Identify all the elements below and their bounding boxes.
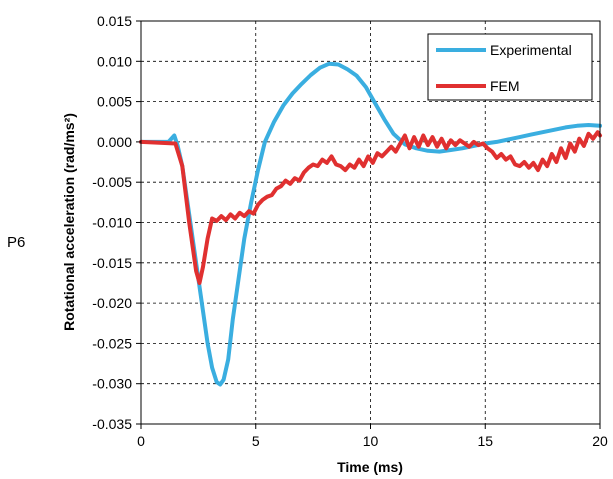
y-tick-label: -0.015 <box>92 255 132 271</box>
y-tick-label: 0.000 <box>97 134 132 150</box>
x-axis-title: Time (ms) <box>337 459 403 475</box>
series-line-fem <box>139 130 602 285</box>
y-tick-label: 0.010 <box>97 53 132 69</box>
x-tick-label: 5 <box>252 433 260 449</box>
x-tick-label: 0 <box>137 433 145 449</box>
legend-label-fem: FEM <box>490 78 520 94</box>
legend-label-experimental: Experimental <box>490 42 572 58</box>
y-tick-label: 0.015 <box>97 13 132 29</box>
y-tick-labels: -0.035 -0.030 -0.025 -0.020 -0.015 -0.010 -0.0… <box>92 13 141 432</box>
y-tick-label: -0.035 <box>92 416 132 432</box>
y-tick-label: -0.025 <box>92 335 132 351</box>
legend-box <box>427 33 593 101</box>
x-tick-label: 15 <box>477 433 493 449</box>
y-tick-label: -0.030 <box>92 376 132 392</box>
x-tick-label: 10 <box>363 433 379 449</box>
y-tick-label: -0.010 <box>92 215 132 231</box>
y-axis-title: Rotational acceleration (rad/ms²) <box>61 113 77 331</box>
side-label: P6 <box>7 234 25 251</box>
x-tick-label: 20 <box>592 433 608 449</box>
legend: Experimental FEM <box>427 33 593 101</box>
series-layer <box>139 61 602 387</box>
x-tick-labels: 0 5 10 15 20 <box>137 424 608 449</box>
y-tick-label: -0.005 <box>92 174 132 190</box>
series-line-experimental <box>139 61 602 387</box>
y-tick-label: 0.005 <box>97 94 132 110</box>
y-tick-label: -0.020 <box>92 295 132 311</box>
